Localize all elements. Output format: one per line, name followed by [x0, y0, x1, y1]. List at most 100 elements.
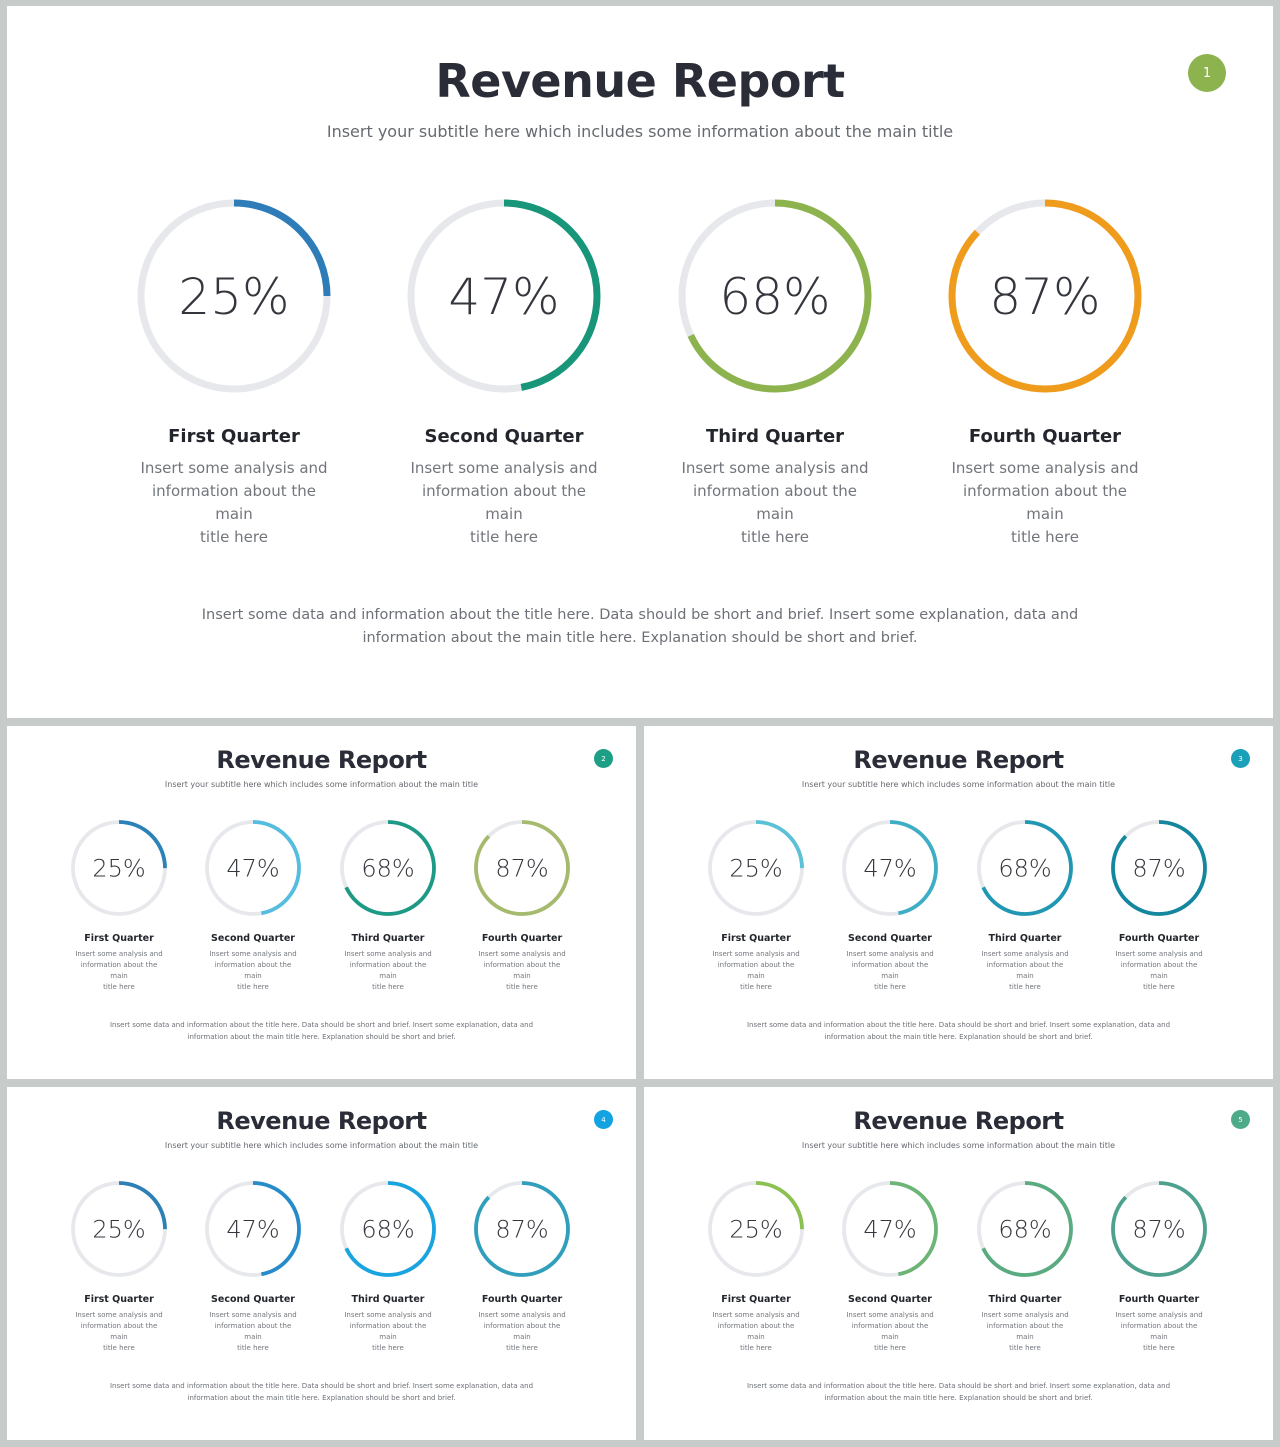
footer-line: information about the main title here. E… [187, 1032, 456, 1041]
quarter-title: Third Quarter [988, 1294, 1062, 1305]
quarter-column: 68% Third Quarter Insert some analysis and… [965, 818, 1085, 993]
ring-value-arc [977, 1181, 1073, 1277]
ring-percent-label: 87% [989, 268, 1100, 326]
quarter-description-line: title here [1143, 983, 1175, 991]
ring-value-arc [708, 1181, 804, 1277]
ring-value-arc [407, 199, 601, 393]
ring-value-arc [340, 820, 436, 916]
quarter-description-line: title here [200, 528, 268, 546]
quarter-description-line: title here [874, 1344, 906, 1352]
quarter-description-line: title here [237, 1344, 269, 1352]
quarter-description-line: Insert some analysis and [75, 950, 163, 958]
quarter-description-line: Insert some analysis and [981, 1311, 1069, 1319]
quarter-description-line: title here [740, 983, 772, 991]
quarter-description-line: Insert some analysis and [209, 950, 297, 958]
progress-ring: 47% [407, 199, 601, 393]
slide-subtitle: Insert your subtitle here which includes… [326, 122, 954, 141]
quarter-description-line: Insert some analysis and [1115, 950, 1203, 958]
quarter-description: Insert some analysis and information abou… [474, 949, 570, 993]
ring-value-arc [474, 820, 570, 916]
progress-ring: 68% [340, 1181, 436, 1277]
quarter-column: 87% Fourth Quarter Insert some analysis an… [930, 196, 1160, 549]
ring-percent-label: 47% [863, 1216, 916, 1244]
progress-ring: 25% [137, 199, 331, 393]
quarter-title: First Quarter [84, 933, 154, 944]
quarter-description-line: Insert some analysis and [478, 950, 566, 958]
ring-value-arc [340, 1181, 436, 1277]
quarter-title: Third Quarter [705, 426, 845, 447]
ring-percent-label: 68% [998, 855, 1051, 883]
progress-ring: 68% [977, 1181, 1073, 1277]
quarter-description-line: information about the main [421, 482, 586, 523]
quarter-description-line: title here [103, 983, 135, 991]
quarter-description-line: information about the main [349, 961, 427, 980]
quarter-column: 68% Third Quarter Insert some analysis and… [328, 1179, 448, 1354]
footer-line: information about the main title here. E… [824, 1393, 1093, 1402]
progress-ring: 87% [1111, 820, 1207, 916]
quarter-description-line: title here [874, 983, 906, 991]
quarter-description: Insert some analysis and information abou… [708, 949, 804, 993]
progress-ring: 68% [340, 820, 436, 916]
quarter-title: Second Quarter [211, 933, 295, 944]
ring-percent-label: 87% [1132, 855, 1185, 883]
quarter-description-line: information about the main [80, 961, 158, 980]
quarter-description-line: title here [506, 983, 538, 991]
footer-line: information about the main title here. E… [187, 1393, 456, 1402]
quarter-description: Insert some analysis and information abou… [977, 949, 1073, 993]
quarter-description-line: Insert some analysis and [1115, 1311, 1203, 1319]
quarter-description: Insert some analysis and information abou… [409, 457, 599, 549]
quarter-description-line: information about the main [851, 961, 929, 980]
ring-percent-label: 68% [361, 855, 414, 883]
quarter-description-line: title here [506, 1344, 538, 1352]
slide-title: Revenue Report [853, 746, 1064, 774]
quarter-description-line: information about the main [851, 1322, 929, 1341]
ring-value-arc [1111, 820, 1207, 916]
quarter-column: 68% Third Quarter Insert some analysis and… [660, 196, 890, 549]
quarter-column: 87% Fourth Quarter Insert some analysis an… [1099, 818, 1219, 993]
ring-percent-label: 87% [495, 855, 548, 883]
ring-percent-label: 87% [495, 1216, 548, 1244]
progress-ring: 87% [474, 820, 570, 916]
ring-value-arc [708, 820, 804, 916]
progress-ring: 68% [678, 199, 872, 393]
quarter-column: 25% First Quarter Insert some analysis and… [696, 1179, 816, 1354]
quarter-description-line: Insert some analysis and [478, 1311, 566, 1319]
quarter-description-line: title here [237, 983, 269, 991]
footer-line: information about the main title here. E… [824, 1032, 1093, 1041]
quarter-description: Insert some analysis and information abou… [842, 949, 938, 993]
quarter-description-line: information about the main [214, 961, 292, 980]
quarter-column: 47% Second Quarter Insert some analysis an… [193, 818, 313, 993]
slide-title: Revenue Report [435, 54, 845, 108]
page-number-badge: 1 [1188, 54, 1226, 92]
quarter-description-line: Insert some analysis and [75, 1311, 163, 1319]
quarter-column: 87% Fourth Quarter Insert some analysis an… [462, 1179, 582, 1354]
slide-5: Revenue Report Insert your subtitle here… [644, 1087, 1273, 1440]
progress-ring: 25% [708, 820, 804, 916]
quarter-column: 47% Second Quarter Insert some analysis an… [830, 818, 950, 993]
quarter-description: Insert some analysis and information abou… [474, 1310, 570, 1354]
quarter-title: Second Quarter [848, 1294, 932, 1305]
quarter-description-line: information about the main [1120, 961, 1198, 980]
page-number-badge: 2 [594, 749, 613, 768]
quarter-description-line: Insert some analysis and [140, 459, 328, 477]
quarter-description: Insert some analysis and information abou… [340, 949, 436, 993]
ring-value-arc [1111, 1181, 1207, 1277]
quarter-description-line: title here [1009, 1344, 1041, 1352]
quarter-title: Fourth Quarter [481, 933, 563, 944]
quarter-description-line: title here [1011, 528, 1079, 546]
ring-value-arc [842, 820, 938, 916]
quarter-description: Insert some analysis and information abou… [1111, 949, 1207, 993]
quarter-description-line: Insert some analysis and [344, 950, 432, 958]
quarter-description-line: information about the main [80, 1322, 158, 1341]
quarter-title: Fourth Quarter [1118, 1294, 1200, 1305]
ring-value-arc [678, 199, 872, 393]
quarter-title: Third Quarter [351, 1294, 425, 1305]
quarter-description-line: Insert some analysis and [846, 1311, 934, 1319]
ring-percent-label: 47% [863, 855, 916, 883]
quarter-description-line: information about the main [717, 1322, 795, 1341]
quarter-description-line: Insert some analysis and [712, 950, 800, 958]
ring-percent-label: 47% [226, 1216, 279, 1244]
quarter-description-line: information about the main [986, 1322, 1064, 1341]
quarter-description: Insert some analysis and information abou… [708, 1310, 804, 1354]
ring-value-arc [474, 1181, 570, 1277]
